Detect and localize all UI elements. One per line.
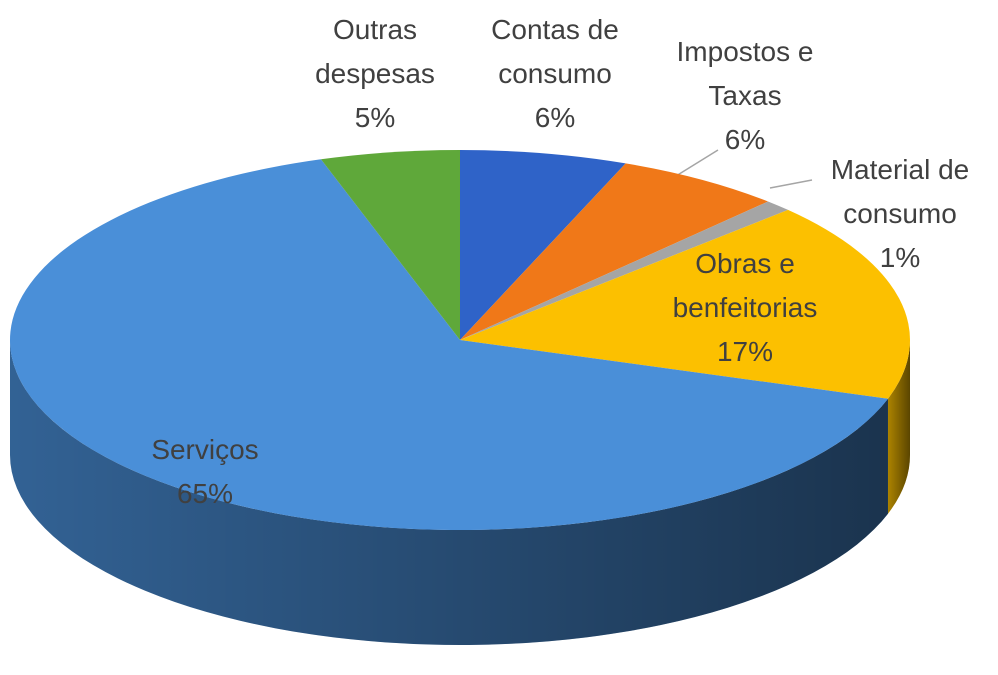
slice-label: Impostos e Taxas 6% — [650, 30, 840, 162]
category-label: Impostos e Taxas — [676, 36, 814, 111]
value-label: 1% — [879, 242, 921, 273]
pie-slice — [460, 201, 789, 340]
pie-slice — [460, 163, 769, 340]
leader-line — [675, 149, 719, 177]
value-label: 6% — [724, 124, 766, 155]
leader-line — [769, 179, 813, 189]
pie-slice — [460, 209, 910, 399]
category-label: Outras despesas — [315, 14, 435, 89]
category-label: Obras e benfeitorias — [672, 248, 818, 323]
pie-slice — [9, 159, 888, 530]
value-label: 5% — [354, 102, 396, 133]
category-label: Contas de consumo — [491, 14, 619, 89]
value-label: 6% — [534, 102, 576, 133]
slice-label: Obras e benfeitorias 17% — [650, 242, 840, 374]
slice-label: Outras despesas 5% — [305, 8, 445, 140]
value-label: 65% — [176, 478, 234, 509]
side-shade — [887, 340, 910, 514]
pie-slice — [320, 150, 460, 340]
value-label: 17% — [716, 336, 774, 367]
slice-label: Material de consumo 1% — [810, 148, 990, 280]
slice-label: Contas de consumo 6% — [475, 8, 635, 140]
pie-slice — [460, 150, 626, 340]
category-label: Serviços — [151, 434, 259, 465]
slice-label: Serviços 65% — [105, 428, 305, 516]
side-shade — [10, 340, 888, 645]
category-label: Material de consumo — [830, 154, 970, 229]
